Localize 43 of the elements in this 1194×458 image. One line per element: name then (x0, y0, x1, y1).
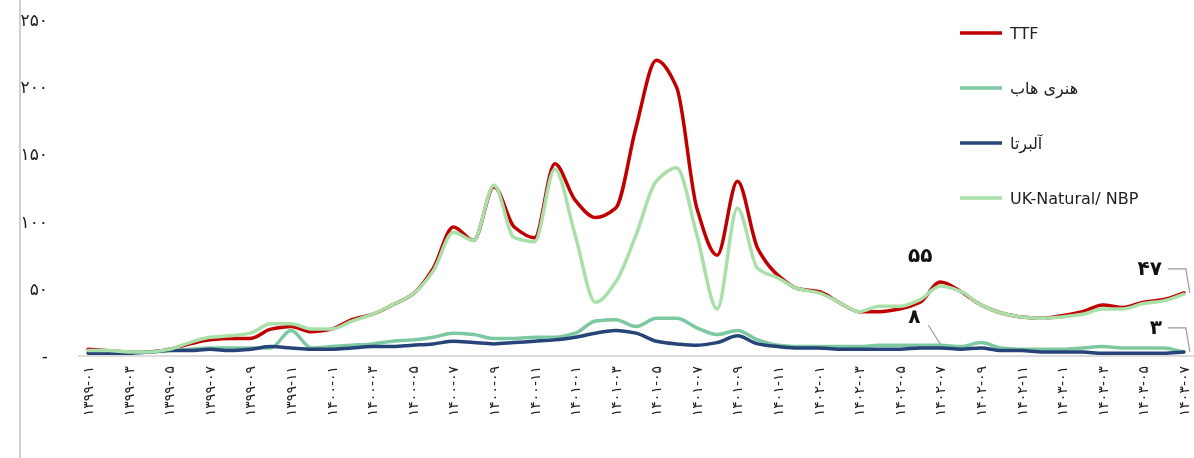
x-tick-label: ۱۳۹۹-۰۵ (161, 366, 178, 417)
x-tick-label: ۱۴۰۳-۰۳ (1094, 365, 1111, 417)
x-tick-label: ۱۳۹۹-۰۷ (201, 365, 218, 417)
x-tick-label: ۱۴۰۳-۰۱ (1054, 366, 1071, 417)
annotation: ۵۵ (907, 243, 933, 268)
x-tick-label: ۱۴۰۰-۰۷ (445, 365, 462, 417)
x-tick-label: ۱۴۰۲-۰۳ (851, 365, 868, 417)
x-tick-label: ۱۴۰۰-۰۱ (323, 366, 340, 417)
legend-label: آلبرتا (1010, 134, 1044, 154)
x-tick-label: ۱۴۰۲-۰۱ (810, 366, 827, 417)
x-tick-label: ۱۴۰۳-۰۷ (1175, 365, 1192, 417)
y-tick-label: ۵۰ (29, 278, 48, 299)
legend-label: TTF (1009, 24, 1039, 43)
x-tick-label: ۱۴۰۱-۰۳ (607, 365, 624, 417)
x-tick-label: ۱۴۰۱-۰۹ (729, 366, 746, 417)
y-tick-label: ۱۵۰ (20, 144, 48, 165)
x-tick-label: ۱۳۹۹-۰۱ (80, 366, 97, 417)
x-tick-label: ۱۴۰۲-۰۵ (891, 366, 908, 417)
x-tick-label: ۱۴۰۲-۱۱ (1013, 366, 1030, 417)
x-tick-label: ۱۴۰۰-۱۱ (526, 366, 543, 417)
x-tick-label: ۱۳۹۹-۰۳ (120, 365, 137, 417)
legend-label: هنری هاب (1010, 79, 1079, 99)
y-tick-label: - (41, 346, 48, 366)
x-tick-label: ۱۴۰۲-۰۷ (932, 365, 949, 417)
x-tick-label: ۱۴۰۱-۰۵ (648, 366, 665, 417)
x-tick-label: ۱۴۰۱-۱۱ (770, 366, 787, 417)
y-tick-label: ۱۰۰ (20, 211, 48, 232)
y-tick-label: ۲۵۰ (20, 10, 48, 30)
x-tick-label: ۱۴۰۱-۰۷ (688, 365, 705, 417)
line-series (86, 166, 1186, 354)
x-tick-label: ۱۴۰۲-۰۹ (972, 366, 989, 417)
y-tick-label: ۲۰۰ (20, 77, 48, 98)
x-tick-label: ۱۴۰۰-۰۵ (404, 366, 421, 417)
x-tick-label: ۱۴۰۰-۰۹ (485, 366, 502, 417)
x-tick-label: ۱۳۹۹-۰۹ (242, 366, 259, 417)
x-tick-label: ۱۴۰۰-۰۳ (364, 365, 381, 417)
x-tick-label: ۱۴۰۱-۰۱ (567, 366, 584, 417)
annotation: ۴۷ (1137, 255, 1162, 280)
x-tick-label: ۱۳۹۹-۱۱ (283, 366, 300, 417)
annotation: ۸ (908, 304, 921, 329)
x-tick-label: ۱۴۰۳-۰۵ (1135, 366, 1152, 417)
annotation: ۳ (1149, 314, 1162, 339)
legend-label: UK-Natural/ NBP (1010, 189, 1139, 208)
